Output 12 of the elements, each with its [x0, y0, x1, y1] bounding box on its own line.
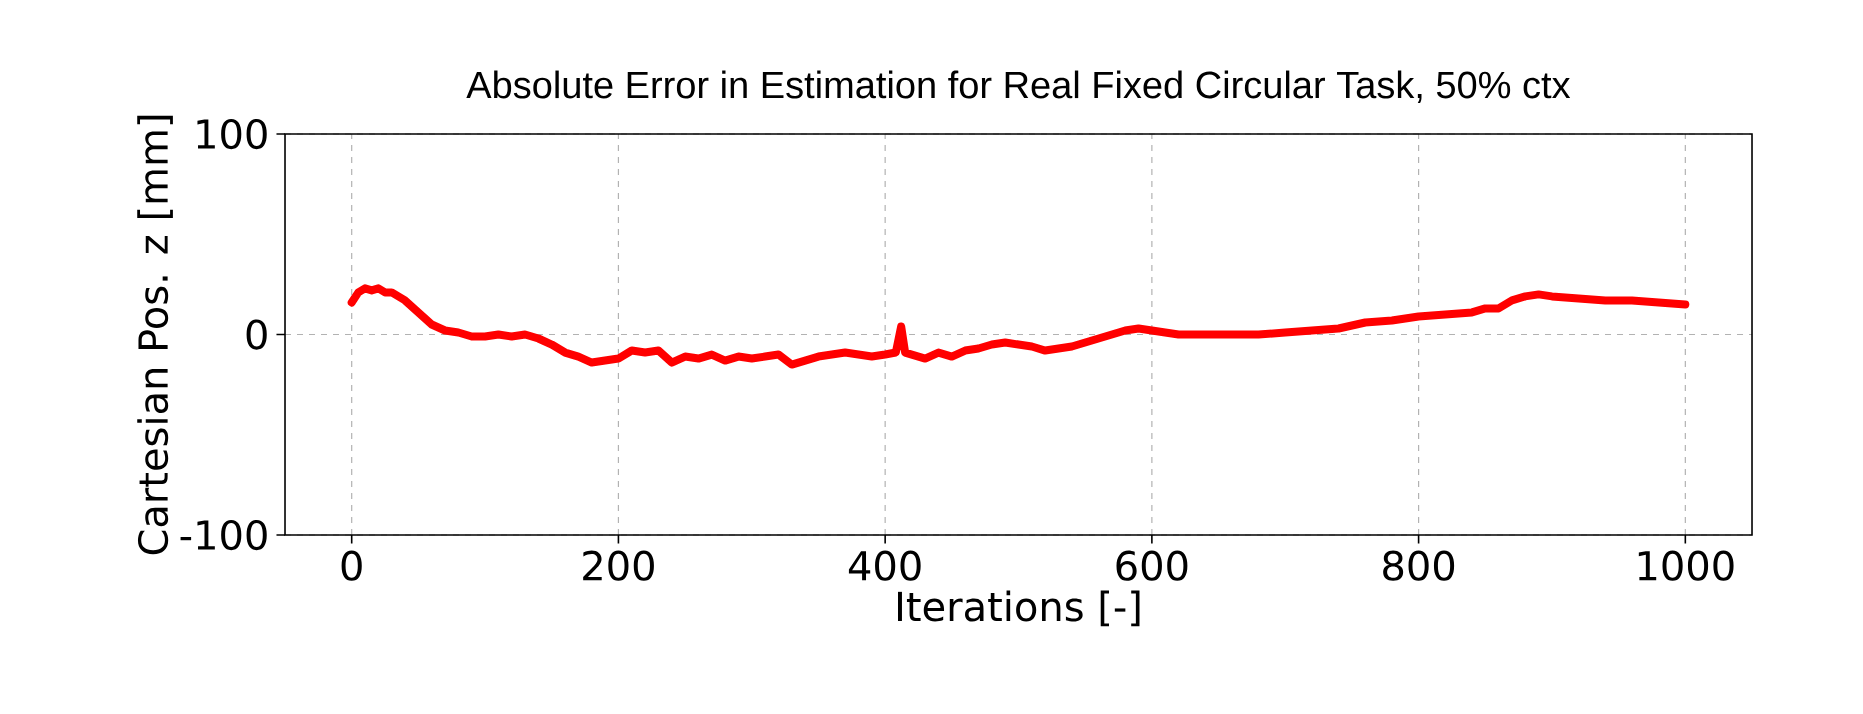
x-tick-label: 0: [341, 550, 362, 581]
x-tick-label: 200: [583, 550, 654, 581]
chart-title: Absolute Error in Estimation for Real Fixed Circular Task, 50% ctx: [466, 70, 1571, 103]
y-tick-label: -100: [180, 519, 267, 551]
x-axis-title: Iterations [-]: [898, 590, 1140, 627]
y-tick-label: 0: [246, 319, 267, 350]
x-tick-label: 1000: [1638, 550, 1734, 581]
y-tick-label: 100: [197, 118, 267, 150]
x-tick-label: 400: [848, 550, 921, 581]
x-tick-label: 600: [1116, 550, 1188, 581]
y-axis-title: Cartesian Pos. z [mm]: [137, 115, 173, 555]
x-tick-label: 800: [1383, 550, 1455, 581]
